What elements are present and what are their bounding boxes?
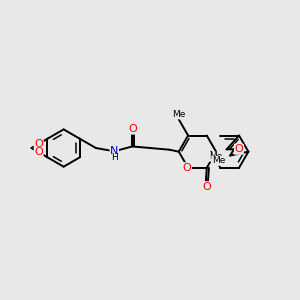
Text: O: O — [128, 124, 137, 134]
Text: H: H — [111, 153, 118, 162]
Text: Me: Me — [172, 110, 185, 119]
Text: O: O — [183, 163, 191, 173]
Text: O: O — [34, 147, 43, 157]
Text: Me: Me — [212, 156, 225, 165]
Text: N: N — [110, 146, 118, 156]
Text: O: O — [235, 144, 243, 154]
Text: O: O — [202, 182, 211, 192]
Text: Me: Me — [209, 152, 223, 161]
Text: O: O — [34, 139, 43, 149]
